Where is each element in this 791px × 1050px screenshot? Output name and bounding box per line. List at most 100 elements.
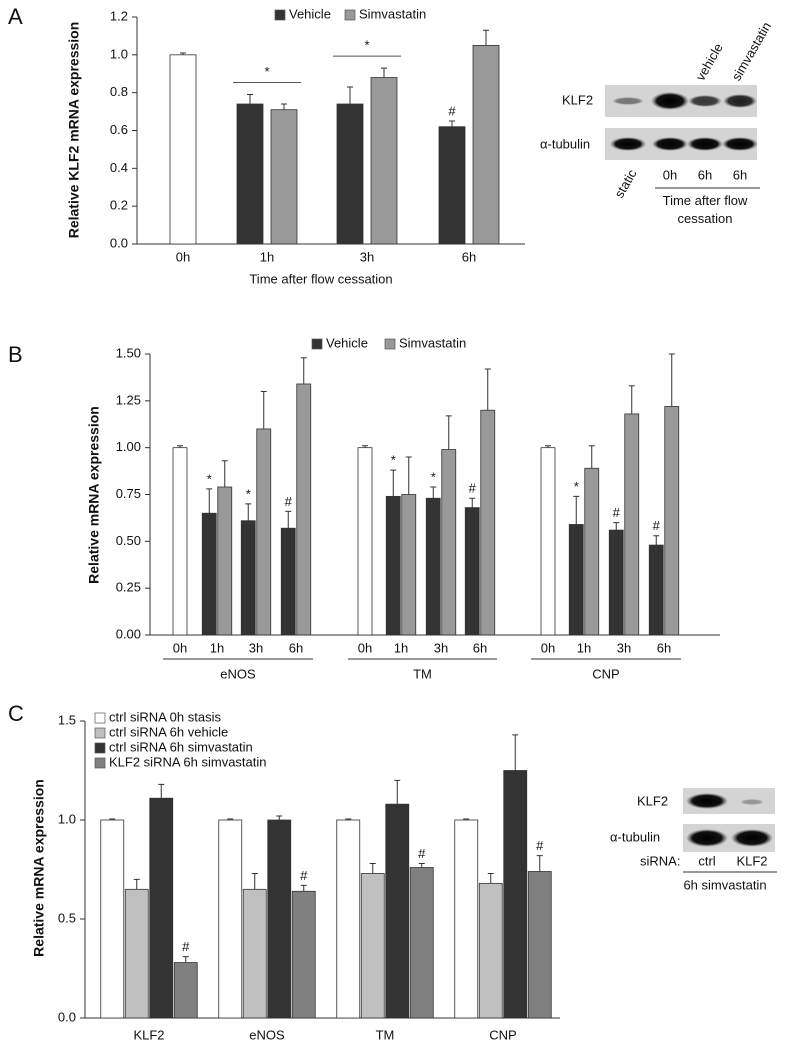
bar xyxy=(169,54,197,245)
panel-label: A xyxy=(8,4,23,29)
bar xyxy=(173,962,198,1019)
y-axis-label: Relative mRNA expression xyxy=(86,406,102,584)
legend-swatch xyxy=(274,9,286,21)
bar xyxy=(527,871,552,1019)
blot-row-label: KLF2 xyxy=(562,92,593,107)
bar xyxy=(464,507,480,636)
pair-mark: * xyxy=(364,38,369,53)
significance-mark: # xyxy=(653,518,661,533)
legend-label: ctrl siRNA 6h simvastatin xyxy=(109,739,253,754)
significance-mark: # xyxy=(418,846,426,861)
lane-label: KLF2 xyxy=(736,853,767,868)
error-bar xyxy=(276,815,283,820)
bar xyxy=(270,109,298,245)
x-tick-label: 3h xyxy=(360,249,374,264)
error-bar xyxy=(512,734,519,771)
y-tick-label: 1.0 xyxy=(58,811,76,826)
band xyxy=(688,95,722,107)
error-bar xyxy=(430,486,437,499)
error-bar xyxy=(483,29,489,46)
significance-mark: # xyxy=(613,505,621,520)
error-bar xyxy=(347,86,353,105)
error-bar xyxy=(245,503,252,521)
error-bar xyxy=(653,535,660,546)
significance-mark: * xyxy=(246,486,251,501)
blot-a: KLF2 α-tubulin vehicle simvastatin stati… xyxy=(540,19,775,226)
x-tick-label: 0h xyxy=(541,640,555,655)
lane-title: siRNA: xyxy=(640,853,680,868)
bar xyxy=(370,77,398,245)
error-bar xyxy=(418,863,425,868)
y-tick-label: 1.25 xyxy=(116,392,141,407)
error-bar xyxy=(300,884,307,892)
legend-label: Vehicle xyxy=(326,335,368,350)
error-bar xyxy=(628,385,635,414)
significance-mark: * xyxy=(574,479,579,494)
bar xyxy=(472,44,500,245)
lane-header: vehicle xyxy=(693,41,726,84)
blot-c: KLF2 α-tubulin siRNA: ctrl KLF2 6h simva… xyxy=(610,788,777,892)
band xyxy=(686,829,728,847)
lane-header: simvastatin xyxy=(729,19,775,83)
bar xyxy=(256,428,272,636)
error-bar xyxy=(109,818,116,820)
x-tick-label: 3h xyxy=(249,640,263,655)
bar xyxy=(648,544,664,636)
bar xyxy=(385,495,401,636)
lane-label: 6h xyxy=(733,167,747,182)
error-bar xyxy=(390,469,397,497)
band xyxy=(612,97,644,105)
x-tick-label: 6h xyxy=(462,249,476,264)
bar xyxy=(280,527,296,636)
x-tick-label: 3h xyxy=(434,640,448,655)
bar xyxy=(236,103,264,245)
bar xyxy=(172,447,188,636)
y-tick-label: 0.25 xyxy=(116,580,141,595)
y-tick-label: 0.8 xyxy=(110,84,128,99)
y-axis-label: Relative mRNA expression xyxy=(31,779,47,957)
bar xyxy=(201,512,217,636)
legend-label: Simvastatin xyxy=(359,6,426,21)
legend-swatch xyxy=(311,338,323,350)
panel-label: C xyxy=(8,701,24,726)
y-tick-label: 1.00 xyxy=(116,439,141,454)
group-label: eNOS xyxy=(220,666,256,681)
bar xyxy=(267,819,292,1019)
error-bar xyxy=(588,445,595,469)
bar xyxy=(217,486,233,636)
lane-label: ctrl xyxy=(698,853,715,868)
error-bar xyxy=(221,460,228,488)
error-bar xyxy=(668,353,675,407)
error-bar xyxy=(445,415,452,450)
blot-row-label: KLF2 xyxy=(637,793,668,808)
band xyxy=(740,799,764,805)
x-tick-label: 0h xyxy=(176,249,190,264)
x-tick-label: 3h xyxy=(617,640,631,655)
x-axis-label: Time after flow cessation xyxy=(249,271,392,286)
blot-row-label: α-tubulin xyxy=(610,829,660,844)
bar xyxy=(441,449,457,636)
error-bar xyxy=(369,863,376,874)
band xyxy=(722,137,758,151)
significance-mark: # xyxy=(182,939,190,954)
error-bar xyxy=(545,445,551,448)
y-tick-label: 0.5 xyxy=(58,910,76,925)
group-label: TM xyxy=(413,666,432,681)
bar xyxy=(149,797,174,1019)
error-bar xyxy=(463,818,470,820)
legend-swatch xyxy=(344,9,356,21)
y-tick-label: 0.4 xyxy=(110,160,128,175)
y-tick-label: 1.0 xyxy=(110,46,128,61)
legend-label: ctrl siRNA 0h stasis xyxy=(109,709,221,724)
error-bar xyxy=(613,522,620,531)
y-tick-label: 0.75 xyxy=(116,486,141,501)
bar xyxy=(480,409,496,636)
x-tick-label: KLF2 xyxy=(133,1027,164,1042)
bar xyxy=(100,819,125,1019)
x-tick-label: TM xyxy=(376,1027,395,1042)
panel-label: B xyxy=(8,342,23,367)
band xyxy=(652,137,688,151)
error-bar xyxy=(487,872,494,884)
bar xyxy=(425,497,441,636)
